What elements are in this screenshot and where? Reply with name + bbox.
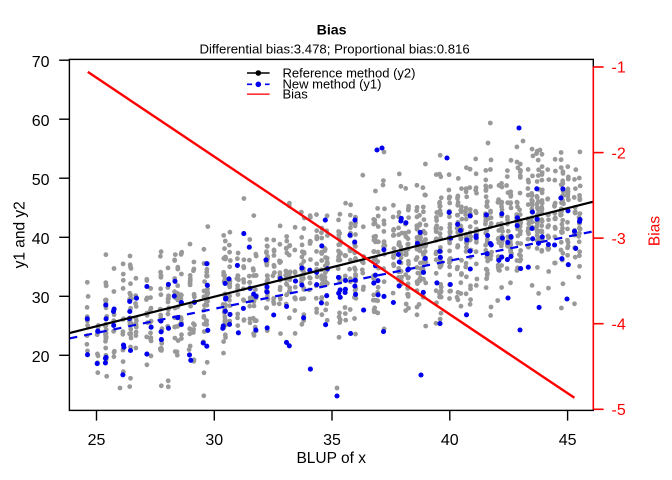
svg-text:45: 45	[559, 432, 577, 449]
svg-text:y1 and y2: y1 and y2	[12, 201, 29, 268]
svg-text:-5: -5	[612, 402, 626, 419]
svg-text:Differential bias:3.478; Propo: Differential bias:3.478; Proportional bi…	[199, 41, 469, 56]
svg-text:Bias: Bias	[283, 87, 309, 102]
svg-text:-2: -2	[612, 145, 626, 162]
svg-text:50: 50	[32, 172, 50, 189]
svg-text:40: 40	[441, 432, 459, 449]
svg-text:Reference method (y2): Reference method (y2)	[283, 65, 416, 80]
svg-text:30: 30	[205, 432, 223, 449]
svg-text:New method (y1): New method (y1)	[283, 77, 382, 92]
svg-text:20: 20	[32, 349, 50, 366]
svg-text:25: 25	[88, 432, 106, 449]
svg-text:Bias: Bias	[317, 22, 347, 38]
svg-text:40: 40	[32, 231, 50, 248]
svg-text:-3: -3	[612, 231, 626, 248]
svg-text:Bias: Bias	[647, 216, 664, 246]
svg-text:60: 60	[32, 113, 50, 130]
svg-text:70: 70	[32, 54, 50, 71]
svg-text:-4: -4	[612, 316, 626, 333]
svg-text:35: 35	[323, 432, 341, 449]
svg-text:-1: -1	[612, 60, 626, 77]
svg-text:30: 30	[32, 290, 50, 307]
svg-text:BLUP of x: BLUP of x	[296, 450, 366, 467]
